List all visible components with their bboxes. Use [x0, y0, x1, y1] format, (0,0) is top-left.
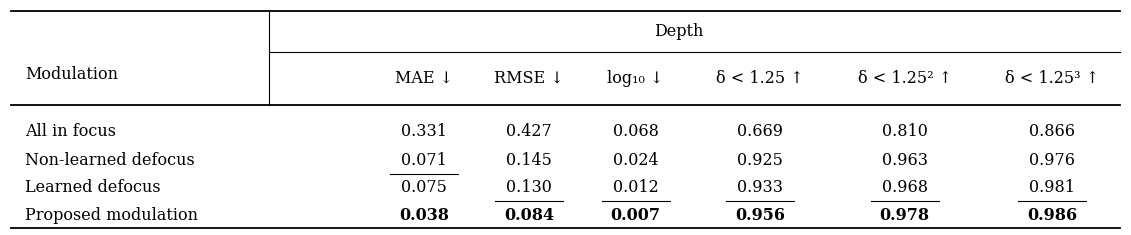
Text: δ < 1.25 ↑: δ < 1.25 ↑ [716, 70, 804, 87]
Text: 0.024: 0.024 [613, 153, 658, 169]
Text: 0.963: 0.963 [882, 153, 927, 169]
Text: 0.427: 0.427 [507, 123, 552, 140]
Text: 0.071: 0.071 [402, 153, 447, 169]
Text: 0.981: 0.981 [1029, 180, 1074, 196]
Text: 0.810: 0.810 [882, 123, 927, 140]
Text: Non-learned defocus: Non-learned defocus [25, 153, 195, 169]
Text: 0.933: 0.933 [737, 180, 783, 196]
Text: Proposed modulation: Proposed modulation [25, 207, 198, 223]
Text: 0.976: 0.976 [1029, 153, 1074, 169]
Text: 0.068: 0.068 [613, 123, 658, 140]
Text: δ < 1.25³ ↑: δ < 1.25³ ↑ [1004, 70, 1099, 87]
Text: 0.978: 0.978 [880, 207, 930, 223]
Text: δ < 1.25² ↑: δ < 1.25² ↑ [857, 70, 952, 87]
Text: 0.012: 0.012 [613, 180, 658, 196]
Text: 0.075: 0.075 [402, 180, 447, 196]
Text: 0.986: 0.986 [1027, 207, 1077, 223]
Text: 0.145: 0.145 [507, 153, 552, 169]
Text: log₁₀ ↓: log₁₀ ↓ [607, 70, 664, 87]
Text: 0.007: 0.007 [611, 207, 661, 223]
Text: Modulation: Modulation [25, 66, 118, 82]
Text: 0.669: 0.669 [737, 123, 783, 140]
Text: All in focus: All in focus [25, 123, 115, 140]
Text: 0.956: 0.956 [735, 207, 785, 223]
Text: 0.866: 0.866 [1029, 123, 1074, 140]
Text: 0.925: 0.925 [737, 153, 783, 169]
Text: 0.968: 0.968 [882, 180, 927, 196]
Text: MAE ↓: MAE ↓ [395, 70, 454, 87]
Text: Depth: Depth [654, 23, 703, 40]
Text: 0.331: 0.331 [402, 123, 447, 140]
Text: RMSE ↓: RMSE ↓ [494, 70, 564, 87]
Text: 0.038: 0.038 [399, 207, 449, 223]
Text: Learned defocus: Learned defocus [25, 180, 161, 196]
Text: 0.130: 0.130 [507, 180, 552, 196]
Text: 0.084: 0.084 [504, 207, 554, 223]
